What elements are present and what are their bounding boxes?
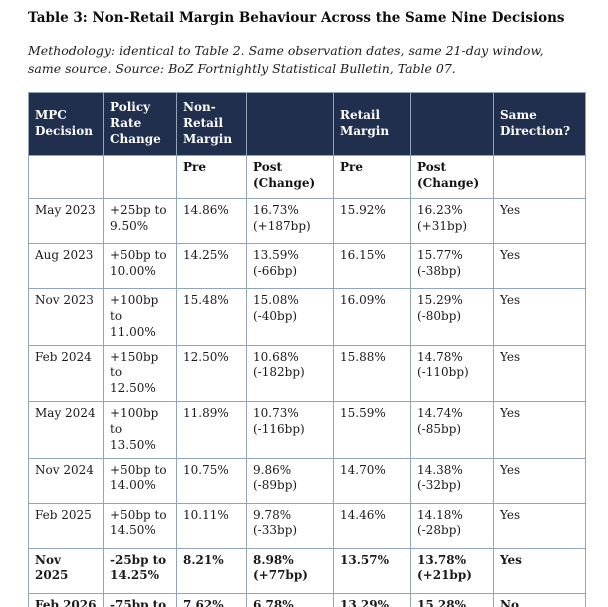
margin-behaviour-table: MPC Decision Policy Rate Change Non-Reta…: [28, 92, 586, 607]
subheader-empty-1: [28, 155, 104, 200]
table-cell-policy-rate-change: +100bp to 11.00%: [103, 288, 177, 346]
table-cell-retail-post: 14.74% (-85bp): [410, 401, 494, 459]
table-cell-non-retail-post: 6.78% (-84bp): [246, 592, 334, 607]
subheader-empty-2: [103, 155, 177, 200]
table-row: May 2023 +25bp to 9.50% 14.86% 16.73% (+…: [28, 198, 586, 245]
table-cell-non-retail-pre: 14.86%: [176, 198, 247, 245]
table-row: Nov 2023 +100bp to 11.00% 15.48% 15.08% …: [28, 288, 586, 346]
table-cell-non-retail-pre: 11.89%: [176, 401, 247, 459]
table-cell-policy-rate-change: +150bp to 12.50%: [103, 344, 177, 403]
table-cell-non-retail-pre: 10.75%: [176, 457, 247, 504]
subheader-retail-post-change: Post (Change): [410, 155, 494, 200]
subheader-retail-pre: Pre: [333, 155, 411, 200]
table-cell-same-direction: Yes: [493, 502, 586, 549]
table-cell-same-direction: Yes: [493, 401, 586, 459]
table-cell-policy-rate-change: +100bp to 13.50%: [103, 401, 177, 459]
methodology-note: Methodology: identical to Table 2. Same …: [28, 42, 544, 76]
header-row-subcolumns: Pre Post (Change) Pre Post (Change): [28, 155, 586, 200]
table-cell-retail-post: 14.18% (-28bp): [410, 502, 494, 549]
table-title: Table 3: Non-Retail Margin Behaviour Acr…: [28, 10, 565, 26]
table-cell-non-retail-post: 15.08% (-40bp): [246, 288, 334, 346]
table-cell-non-retail-post: 13.59% (-66bp): [246, 243, 334, 290]
table-cell-non-retail-pre: 8.21%: [176, 547, 247, 594]
table-cell-policy-rate-change: +50bp to 14.00%: [103, 457, 177, 504]
table-cell-mpc-decision: May 2023: [28, 198, 104, 245]
table-cell-retail-pre: 16.15%: [333, 243, 411, 290]
table-row: Feb 2026 -75bp to 13.50% 7.62% 6.78% (-8…: [28, 592, 586, 607]
table-cell-mpc-decision: May 2024: [28, 401, 104, 459]
table-cell-non-retail-post: 10.73% (-116bp): [246, 401, 334, 459]
table-cell-mpc-decision: Nov 2024: [28, 457, 104, 504]
column-header-retail-margin: Retail Margin: [333, 92, 411, 157]
table-cell-non-retail-pre: 14.25%: [176, 243, 247, 290]
table-cell-retail-pre: 13.29%: [333, 592, 411, 607]
table-cell-retail-pre: 15.92%: [333, 198, 411, 245]
column-header-retail-margin-spacer: [410, 92, 494, 157]
table-cell-non-retail-pre: 12.50%: [176, 344, 247, 403]
table-cell-retail-pre: 13.57%: [333, 547, 411, 594]
table-cell-non-retail-post: 9.86% (-89bp): [246, 457, 334, 504]
table-cell-retail-pre: 15.88%: [333, 344, 411, 403]
table-cell-non-retail-post: 9.78% (-33bp): [246, 502, 334, 549]
table-cell-policy-rate-change: -25bp to 14.25%: [103, 547, 177, 594]
column-header-policy-rate-change: Policy Rate Change: [103, 92, 177, 157]
table-row: Nov 2024 +50bp to 14.00% 10.75% 9.86% (-…: [28, 457, 586, 504]
table-row: Aug 2023 +50bp to 10.00% 14.25% 13.59% (…: [28, 243, 586, 290]
subheader-non-retail-pre: Pre: [176, 155, 247, 200]
table-cell-retail-post: 15.28% (+199bp): [410, 592, 494, 607]
table-cell-retail-post: 15.77% (-38bp): [410, 243, 494, 290]
table-cell-same-direction: No: [493, 592, 586, 607]
table-cell-retail-pre: 14.70%: [333, 457, 411, 504]
table-cell-mpc-decision: Feb 2026: [28, 592, 104, 607]
table-cell-mpc-decision: Nov 2025: [28, 547, 104, 594]
table-cell-retail-post: 14.78% (-110bp): [410, 344, 494, 403]
table-cell-mpc-decision: Nov 2023: [28, 288, 104, 346]
table-cell-retail-pre: 16.09%: [333, 288, 411, 346]
table-cell-retail-post: 14.38% (-32bp): [410, 457, 494, 504]
table-cell-same-direction: Yes: [493, 198, 586, 245]
table-cell-retail-pre: 15.59%: [333, 401, 411, 459]
table-cell-non-retail-post: 16.73% (+187bp): [246, 198, 334, 245]
column-header-same-direction: Same Direction?: [493, 92, 586, 157]
table-cell-mpc-decision: Feb 2025: [28, 502, 104, 549]
subheader-non-retail-post-change: Post (Change): [246, 155, 334, 200]
table-cell-retail-post: 15.29% (-80bp): [410, 288, 494, 346]
table-cell-same-direction: Yes: [493, 344, 586, 403]
header-row-groups: MPC Decision Policy Rate Change Non-Reta…: [28, 92, 586, 157]
column-header-mpc-decision: MPC Decision: [28, 92, 104, 157]
table-cell-same-direction: Yes: [493, 457, 586, 504]
table-row: May 2024 +100bp to 13.50% 11.89% 10.73% …: [28, 401, 586, 459]
table-row: Feb 2024 +150bp to 12.50% 12.50% 10.68% …: [28, 344, 586, 403]
table-cell-retail-post: 16.23% (+31bp): [410, 198, 494, 245]
subheader-empty-3: [493, 155, 586, 200]
column-header-non-retail-margin-spacer: [246, 92, 334, 157]
table-cell-same-direction: Yes: [493, 547, 586, 594]
table-cell-retail-post: 13.78% (+21bp): [410, 547, 494, 594]
table-cell-policy-rate-change: -75bp to 13.50%: [103, 592, 177, 607]
table-cell-mpc-decision: Feb 2024: [28, 344, 104, 403]
column-header-non-retail-margin: Non-Retail Margin: [176, 92, 247, 157]
table-cell-same-direction: Yes: [493, 288, 586, 346]
table-cell-non-retail-post: 10.68% (-182bp): [246, 344, 334, 403]
table-cell-policy-rate-change: +50bp to 14.50%: [103, 502, 177, 549]
table-cell-mpc-decision: Aug 2023: [28, 243, 104, 290]
table-row: Nov 2025 -25bp to 14.25% 8.21% 8.98% (+7…: [28, 547, 586, 594]
table-row: Feb 2025 +50bp to 14.50% 10.11% 9.78% (-…: [28, 502, 586, 549]
table-cell-non-retail-post: 8.98% (+77bp): [246, 547, 334, 594]
table-cell-non-retail-pre: 10.11%: [176, 502, 247, 549]
table-cell-policy-rate-change: +25bp to 9.50%: [103, 198, 177, 245]
table-cell-same-direction: Yes: [493, 243, 586, 290]
table-cell-non-retail-pre: 7.62%: [176, 592, 247, 607]
table-cell-non-retail-pre: 15.48%: [176, 288, 247, 346]
table-cell-policy-rate-change: +50bp to 10.00%: [103, 243, 177, 290]
table-cell-retail-pre: 14.46%: [333, 502, 411, 549]
